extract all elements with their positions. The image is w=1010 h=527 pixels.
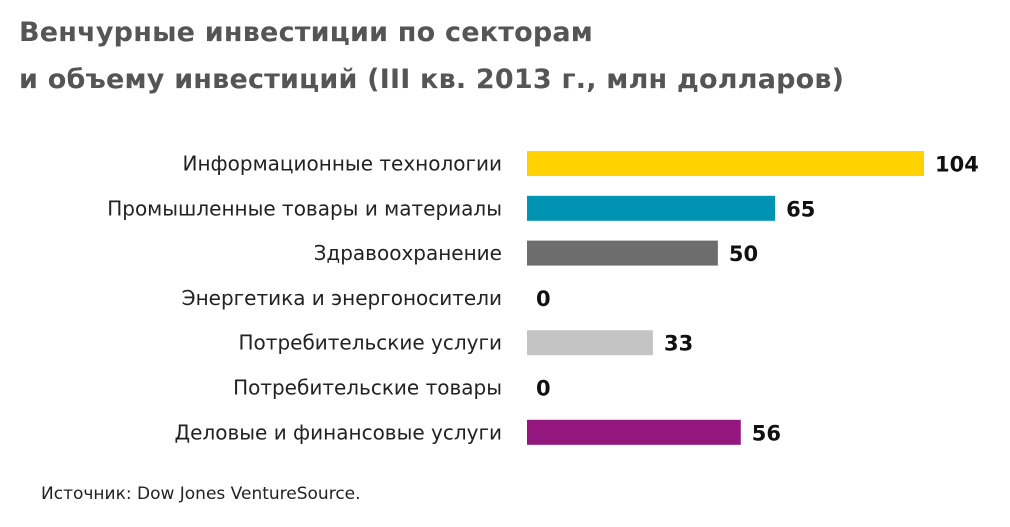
category-label: Энергетика и энергоносители [182, 286, 502, 310]
category-label: Потребительские товары [233, 376, 502, 400]
value-label: 104 [935, 153, 979, 177]
bar [527, 419, 741, 445]
value-label: 0 [536, 287, 551, 311]
bar [527, 240, 718, 266]
chart-title-line1: Венчурные инвестиции по секторам [19, 17, 594, 48]
category-label: Деловые и финансовые услуги [175, 420, 502, 444]
value-label: 65 [786, 197, 815, 221]
value-label: 56 [752, 421, 781, 445]
value-label: 33 [664, 332, 693, 356]
category-label: Потребительские услуги [239, 331, 502, 355]
category-label: Информационные технологии [183, 152, 503, 176]
category-label: Здравоохранение [314, 241, 502, 265]
bar [527, 151, 924, 176]
bar [527, 195, 776, 221]
chart-title-line2: и объему инвестиций (III кв. 2013 г., мл… [19, 64, 845, 95]
category-label: Промышленные товары и материалы [107, 196, 502, 220]
value-label: 0 [536, 377, 551, 401]
bar [527, 330, 653, 356]
value-label: 50 [729, 242, 758, 266]
source-note: Источник: Dow Jones VentureSource. [41, 484, 361, 504]
